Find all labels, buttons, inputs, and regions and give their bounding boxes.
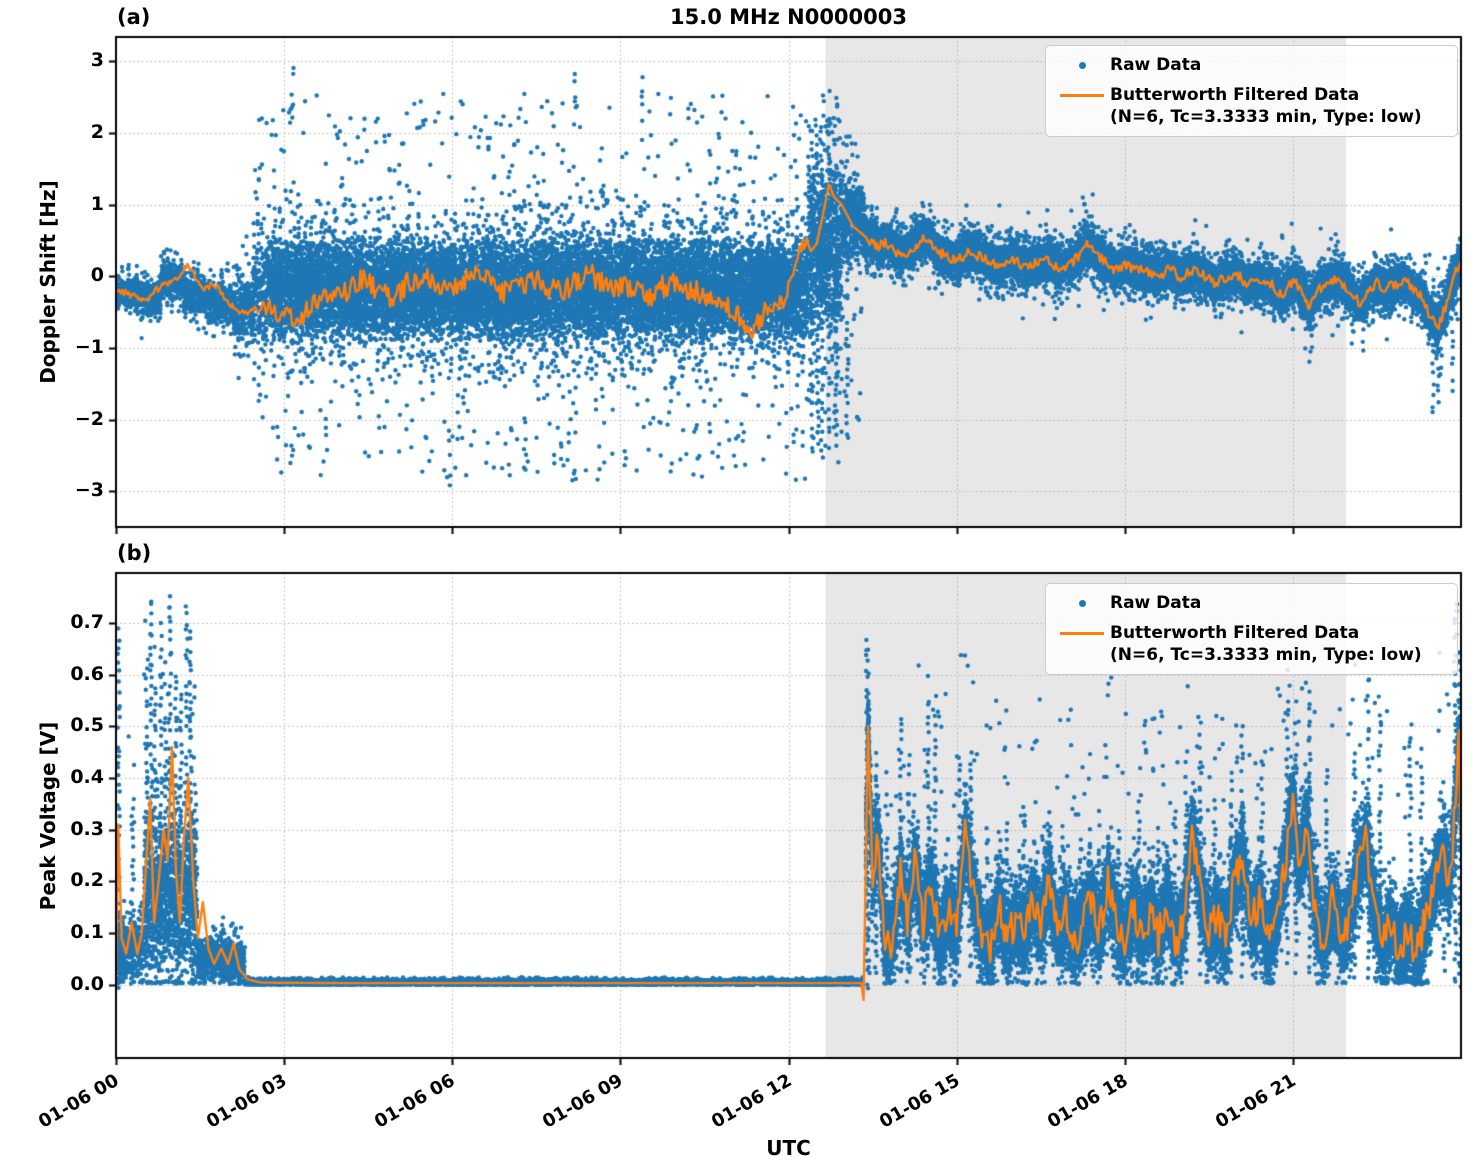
raw-data-marker [1054,54,1110,76]
raw-data-marker [1054,592,1110,614]
filtered-data-marker [1054,622,1110,644]
legend-raw-label: Raw Data [1110,593,1202,613]
chart-title: 15.0 MHz N0000003 [670,5,907,29]
y-tick-label: 3 [90,49,104,72]
y-tick-label: 0.3 [70,817,104,840]
panel-b-label: (b) [117,541,152,565]
y-tick-label: −1 [74,335,104,358]
filtered-data-marker [1054,84,1110,106]
legend-filtered-label: Butterworth Filtered Data (N=6, Tc=3.333… [1110,623,1422,665]
legend-filtered-label: Butterworth Filtered Data (N=6, Tc=3.333… [1110,85,1422,127]
y-tick-label: 2 [90,120,104,143]
y-tick-label: −2 [74,407,104,430]
y-tick-label: 0.1 [70,921,104,943]
y-tick-label: 0.0 [70,972,104,995]
y-tick-label: 0 [90,264,104,287]
y-tick-label: 0.4 [70,766,104,789]
panel-b-legend: Raw Data Butterworth Filtered Data (N=6,… [1045,583,1458,675]
y-tick-label: 0.2 [70,869,104,892]
y-tick-label: 0.5 [70,714,104,737]
panel-a-legend: Raw Data Butterworth Filtered Data (N=6,… [1045,45,1458,137]
y-tick-label: 1 [90,192,104,215]
y-tick-label: −3 [74,479,104,502]
panel-a-label: (a) [117,5,151,29]
x-axis-label: UTC [766,1136,811,1160]
y-tick-label: 0.6 [70,662,104,685]
y-tick-label: 0.7 [70,611,104,634]
legend-raw-label: Raw Data [1110,55,1202,75]
